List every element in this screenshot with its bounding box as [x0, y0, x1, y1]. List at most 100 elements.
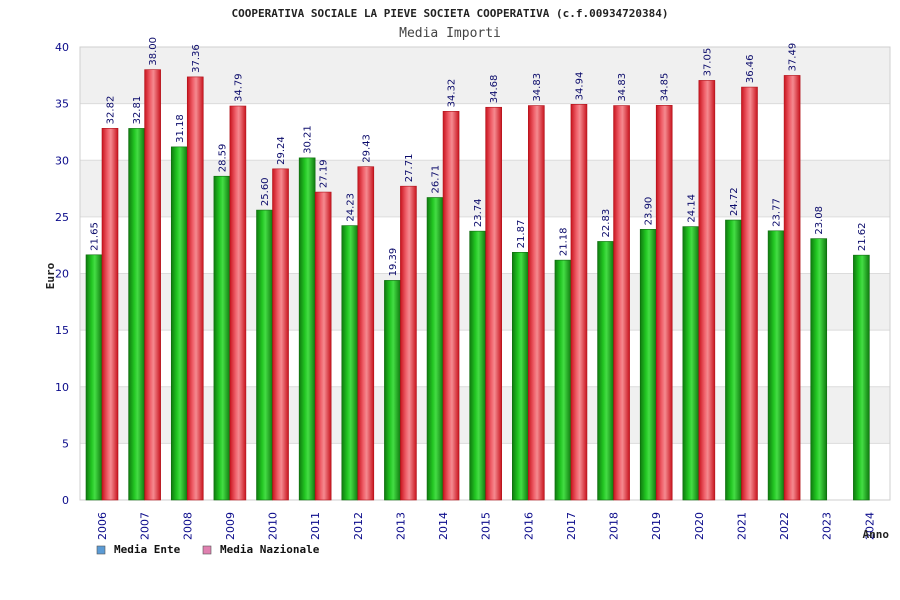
x-axis-label: Anno — [863, 528, 890, 541]
data-label-media-ente-2006: 21.65 — [90, 222, 101, 251]
x-tick-label-2010: 2010 — [267, 512, 280, 540]
bar-media-nazionale-2015 — [485, 106, 502, 501]
bar-media-ente-2008 — [170, 146, 188, 501]
chart-subtitle: Media Importi — [399, 26, 501, 41]
bar-media-ente-2019 — [639, 229, 657, 501]
x-tick-label-2024: 2024 — [863, 512, 876, 540]
data-label-media-ente-2014: 26.71 — [431, 165, 442, 194]
data-label-media-nazionale-2009: 34.79 — [233, 73, 244, 102]
data-label-media-nazionale-2014: 34.32 — [447, 79, 458, 108]
data-label-media-ente-2024: 21.62 — [857, 223, 868, 252]
bar-media-ente-2020 — [682, 226, 700, 501]
bar-media-ente-2014 — [426, 197, 444, 501]
data-label-media-ente-2011: 30.21 — [303, 125, 314, 154]
x-tick-label-2015: 2015 — [480, 512, 493, 540]
data-label-media-ente-2015: 23.74 — [473, 199, 484, 228]
bar-media-nazionale-2016 — [528, 105, 545, 501]
bar-media-ente-2016 — [512, 252, 529, 501]
data-label-media-ente-2020: 24.14 — [686, 194, 697, 223]
x-tick-label-2021: 2021 — [735, 512, 748, 540]
data-label-media-nazionale-2008: 37.36 — [191, 44, 202, 73]
data-label-media-ente-2008: 31.18 — [175, 114, 186, 143]
data-label-media-ente-2017: 21.18 — [558, 227, 569, 256]
data-label-media-ente-2019: 23.90 — [644, 197, 655, 226]
x-tick-label-2014: 2014 — [437, 512, 450, 540]
bar-media-ente-2017 — [554, 259, 572, 501]
data-label-media-nazionale-2015: 34.68 — [489, 75, 500, 104]
x-tick-label-2009: 2009 — [224, 512, 237, 540]
bar-media-nazionale-2019 — [655, 105, 673, 501]
bar-media-ente-2007 — [128, 128, 145, 501]
bar-media-ente-2015 — [469, 230, 486, 501]
bar-media-nazionale-2009 — [229, 105, 247, 501]
data-label-media-ente-2018: 22.83 — [601, 209, 612, 238]
bar-media-nazionale-2012 — [357, 166, 375, 501]
bar-media-nazionale-2013 — [400, 185, 417, 501]
bar-media-ente-2011 — [298, 157, 316, 501]
x-tick-label-2023: 2023 — [821, 512, 834, 540]
bar-media-ente-2013 — [384, 280, 401, 501]
bar-media-ente-2010 — [256, 209, 273, 501]
data-label-media-ente-2009: 28.59 — [217, 144, 228, 173]
y-tick-label: 0 — [62, 494, 69, 507]
bar-media-nazionale-2007 — [144, 69, 161, 501]
bar-media-ente-2021 — [725, 219, 742, 501]
data-label-media-ente-2022: 23.77 — [772, 198, 783, 227]
x-tick-label-2016: 2016 — [522, 512, 535, 540]
y-axis-label: Euro — [44, 262, 57, 289]
x-tick-label-2008: 2008 — [181, 512, 194, 540]
data-label-media-ente-2012: 24.23 — [345, 193, 356, 222]
bar-media-nazionale-2006 — [101, 128, 119, 501]
x-tick-label-2013: 2013 — [394, 512, 407, 540]
bar-media-ente-2022 — [767, 230, 785, 501]
data-label-media-ente-2013: 19.39 — [388, 248, 399, 277]
legend-label-media-ente: Media Ente — [114, 543, 181, 556]
bar-media-ente-2006 — [85, 254, 103, 501]
bar-media-ente-2009 — [213, 175, 231, 501]
data-label-media-nazionale-2021: 36.46 — [745, 54, 756, 83]
data-label-media-nazionale-2022: 37.49 — [788, 43, 799, 72]
bar-media-nazionale-2022 — [783, 75, 801, 501]
chart-title: COOPERATIVA SOCIALE LA PIEVE SOCIETA COO… — [231, 7, 668, 20]
x-tick-label-2012: 2012 — [352, 512, 365, 540]
x-tick-label-2007: 2007 — [139, 512, 152, 540]
legend-swatch-media-nazionale — [202, 545, 212, 555]
bar-media-ente-2024 — [853, 254, 870, 501]
y-tick-label: 30 — [55, 154, 69, 167]
y-tick-label: 5 — [62, 437, 69, 450]
bar-media-ente-2018 — [597, 241, 614, 501]
data-label-media-ente-2016: 21.87 — [516, 220, 527, 249]
data-label-media-ente-2007: 32.81 — [132, 96, 143, 125]
bar-media-nazionale-2014 — [442, 111, 460, 501]
y-tick-label: 10 — [55, 381, 69, 394]
y-tick-label: 35 — [55, 98, 69, 111]
bar-media-ente-2012 — [341, 225, 359, 501]
x-tick-label-2020: 2020 — [693, 512, 706, 540]
data-label-media-ente-2010: 25.60 — [260, 177, 271, 206]
x-tick-label-2019: 2019 — [650, 512, 663, 540]
data-label-media-nazionale-2016: 34.83 — [532, 73, 543, 102]
x-tick-label-2006: 2006 — [96, 512, 109, 540]
data-label-media-nazionale-2017: 34.94 — [574, 72, 585, 101]
x-tick-label-2011: 2011 — [309, 512, 322, 540]
x-tick-label-2022: 2022 — [778, 512, 791, 540]
x-tick-label-2018: 2018 — [608, 512, 621, 540]
data-label-media-ente-2023: 23.08 — [814, 206, 825, 235]
data-label-media-nazionale-2020: 37.05 — [702, 48, 713, 77]
bar-media-nazionale-2008 — [186, 76, 204, 501]
data-label-media-nazionale-2018: 34.83 — [617, 73, 628, 102]
legend-label-media-nazionale: Media Nazionale — [220, 543, 320, 556]
bar-media-nazionale-2018 — [613, 105, 630, 501]
bar-media-nazionale-2020 — [698, 80, 716, 501]
bar-media-nazionale-2010 — [272, 168, 289, 501]
bar-media-nazionale-2017 — [570, 104, 588, 501]
legend: Media Ente Media Nazionale — [96, 543, 320, 556]
data-label-media-nazionale-2007: 38.00 — [148, 37, 159, 66]
y-tick-label: 20 — [55, 268, 69, 281]
x-tick-label-2017: 2017 — [565, 512, 578, 540]
data-label-media-nazionale-2010: 29.24 — [276, 136, 287, 165]
data-label-media-nazionale-2006: 32.82 — [106, 96, 117, 125]
data-label-media-nazionale-2013: 27.71 — [404, 154, 415, 183]
